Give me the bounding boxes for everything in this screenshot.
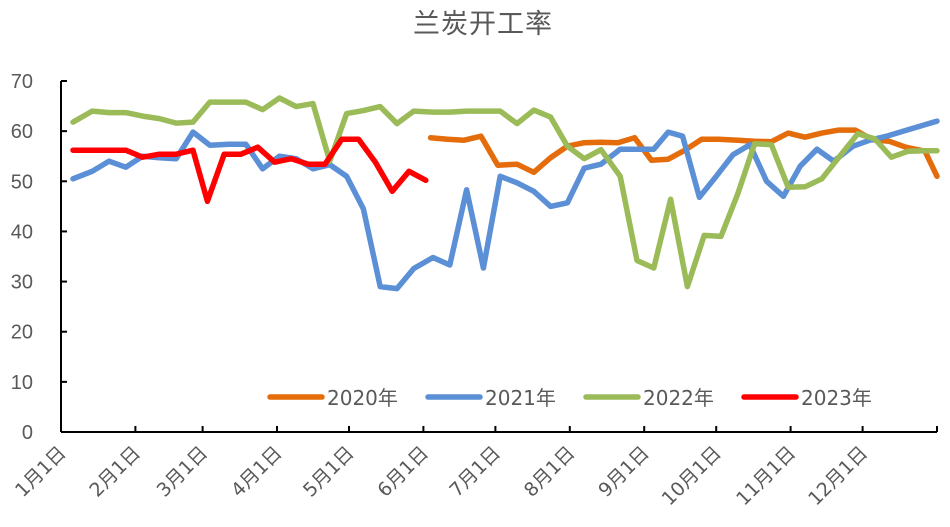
chart-title: 兰炭开工率: [413, 9, 553, 40]
x-tick-label: 12月1日: [804, 442, 872, 510]
legend-label: 2021年: [485, 386, 556, 410]
y-axis: 0 10 20 30 40 50 60 70: [11, 71, 67, 444]
legend-label: 2022年: [643, 386, 714, 410]
y-tick-label: 20: [11, 322, 33, 344]
x-tick-label: 11月1日: [732, 442, 800, 510]
x-tick-label: 5月1日: [299, 442, 359, 502]
legend: 2020年 2021年 2022年 2023年: [267, 386, 872, 410]
x-tick-label: 6月1日: [373, 442, 433, 502]
legend-label: 2023年: [801, 386, 872, 410]
x-tick-label: 7月1日: [445, 442, 505, 502]
series-line-2022: [70, 95, 940, 290]
series-layer: [70, 95, 940, 292]
y-tick-label: 70: [11, 71, 33, 93]
x-tick-label: 2月1日: [85, 442, 145, 502]
x-tick-label: 8月1日: [520, 442, 580, 502]
x-tick-label: 4月1日: [227, 442, 287, 502]
x-tick-label: 3月1日: [153, 442, 213, 502]
series-line-2021: [70, 118, 940, 292]
y-tick-label: 60: [11, 121, 33, 143]
y-tick-label: 10: [11, 372, 33, 394]
x-tick-label: 1月1日: [11, 442, 71, 502]
x-axis: 1月1日 2月1日 3月1日 4月1日 5月1日 6月1日 7月1日 8月1日 9月1日 10月1…: [11, 426, 938, 510]
y-tick-label: 40: [11, 221, 33, 243]
y-tick-label: 30: [11, 272, 33, 294]
y-tick-label: 0: [22, 422, 33, 444]
legend-label: 2020年: [327, 386, 398, 410]
x-tick-label: 9月1日: [594, 442, 654, 502]
y-tick-label: 50: [11, 171, 33, 193]
series-line-2023: [70, 136, 429, 205]
x-tick-label: 10月1日: [658, 442, 726, 510]
